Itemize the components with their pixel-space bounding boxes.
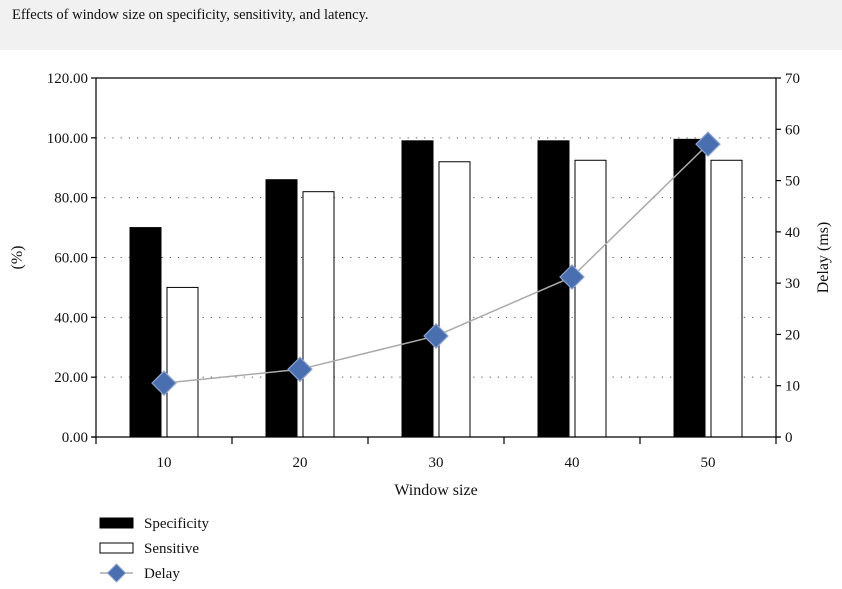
delay-point-40: [559, 264, 585, 290]
x-tick-label-30: 30: [429, 455, 444, 471]
x-tick-label-10: 10: [157, 455, 172, 471]
delay-point-10: [151, 370, 177, 396]
bars: [129, 138, 743, 438]
legend-label-specificity: Specificity: [144, 516, 209, 532]
y2-tick-label-1: 10: [785, 379, 800, 395]
figure-caption: Effects of window size on specificity, s…: [12, 7, 369, 23]
legend-marker-delay: [106, 563, 127, 583]
legend-label-delay: Delay: [144, 566, 180, 582]
y2-tick-label-6: 60: [785, 122, 800, 138]
grid: [96, 137, 776, 378]
legend-label-sensitive: Sensitive: [144, 541, 199, 557]
x-tick-label-40: 40: [565, 455, 580, 471]
y-tick-label-6: 120.00: [47, 71, 88, 87]
x-tick-label-50: 50: [701, 455, 716, 471]
legend-swatch-specificity: [99, 517, 134, 529]
bar-specificity-20: [265, 179, 298, 438]
y-tick-label-1: 20.00: [54, 370, 88, 386]
y2-tick-label-4: 40: [785, 225, 800, 241]
bar-specificity-50: [673, 138, 706, 438]
bar-specificity-30: [401, 140, 434, 438]
y2-tick-label-0: 0: [785, 430, 793, 446]
bar-sensitive-30: [438, 161, 471, 438]
delay-series: [151, 131, 721, 396]
y-tick-label-5: 100.00: [47, 131, 88, 147]
y2-tick-label-2: 20: [785, 327, 800, 343]
legend: Specificity Sensitive Delay: [99, 516, 209, 583]
bar-sensitive-50: [710, 159, 743, 438]
bar-sensitive-10: [166, 286, 199, 438]
bar-sensitive-40: [574, 159, 607, 438]
bar-specificity-10: [129, 227, 162, 438]
delay-point-20: [287, 356, 313, 383]
y-tick-label-3: 60.00: [54, 251, 88, 267]
bar-sensitive-20: [302, 191, 335, 438]
y-tick-label-0: 0.00: [62, 430, 88, 446]
x-axis-title: Window size: [394, 482, 477, 499]
y-tick-label-2: 40.00: [54, 310, 88, 326]
x-tick-label-20: 20: [293, 455, 308, 471]
axes: 0.00 20.00 40.00 60.00 80.00 100.00 120.00 0 10 2…: [9, 71, 832, 499]
y-tick-label-4: 80.00: [54, 191, 88, 207]
y2-tick-label-3: 30: [785, 276, 800, 292]
y-axis-title: (%): [9, 246, 26, 270]
y2-tick-label-7: 70: [785, 71, 800, 87]
delay-point-50: [695, 131, 721, 158]
delay-point-30: [423, 323, 449, 349]
caption-bar: Effects of window size on specificity, s…: [0, 0, 842, 50]
y2-tick-label-5: 50: [785, 174, 800, 190]
legend-swatch-sensitive: [99, 542, 134, 554]
y2-axis-title: Delay (ms): [815, 222, 832, 294]
